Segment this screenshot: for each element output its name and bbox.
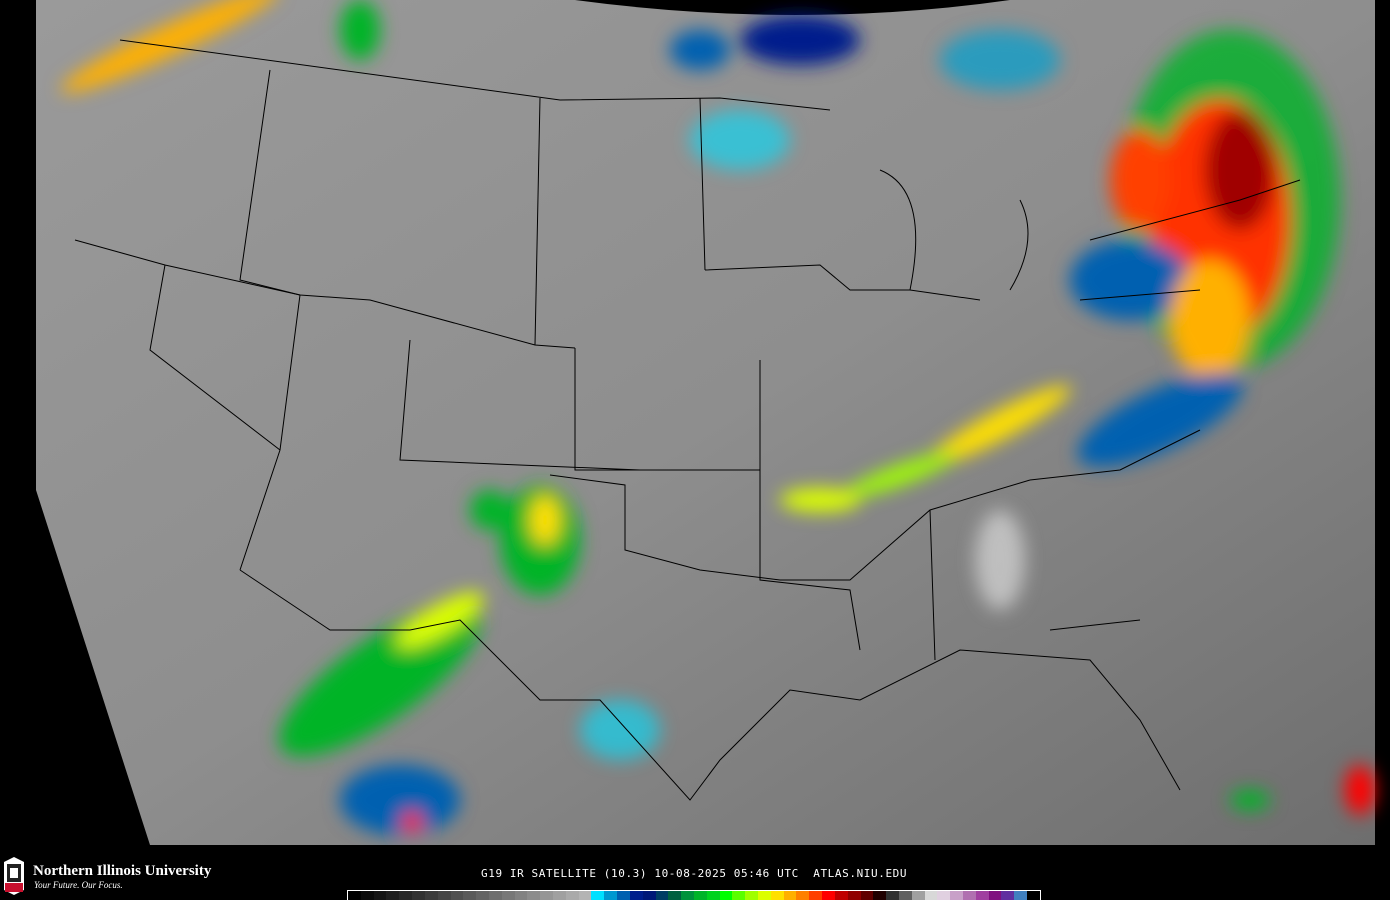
- colorbar-swatch: [604, 891, 618, 900]
- imagery-area: [36, 0, 1375, 845]
- colorbar-swatch: [745, 891, 758, 900]
- colorbar-swatch: [399, 891, 413, 900]
- colorbar-swatch: [501, 891, 515, 900]
- colorbar-swatch: [924, 891, 938, 900]
- satellite-map: [36, 0, 1375, 845]
- colorbar-swatch: [386, 891, 400, 900]
- colorbar-swatch: [783, 891, 797, 900]
- colorbar-swatch: [719, 891, 733, 900]
- product-title: G19 IR SATELLITE (10.3) 10-08-2025 05:46…: [481, 867, 908, 880]
- temperature-colorbar: [347, 890, 1041, 900]
- colorbar-swatch: [1001, 891, 1015, 900]
- colorbar-swatch: [373, 891, 387, 900]
- colorbar-swatch: [937, 891, 951, 900]
- colorbar-swatch: [668, 891, 682, 900]
- colorbar-swatch: [732, 891, 746, 900]
- colorbar-swatch: [540, 891, 553, 900]
- colorbar-swatch: [591, 891, 605, 900]
- state-boundaries: [74, 39, 1301, 801]
- university-name: Northern Illinois University: [33, 863, 212, 879]
- colorbar-swatch: [975, 891, 989, 900]
- colorbar-swatch: [360, 891, 374, 900]
- cloud-tops-cold: [61, 0, 1375, 835]
- colorbar-swatch: [1014, 891, 1028, 900]
- university-tagline: Your Future. Our Focus.: [34, 880, 123, 890]
- colorbar-swatch: [488, 891, 502, 900]
- colorbar-swatch: [988, 891, 1002, 900]
- colorbar-swatch: [553, 891, 566, 900]
- colorbar-swatch: [873, 891, 887, 900]
- colorbar-swatch: [437, 891, 451, 900]
- colorbar-swatch: [796, 891, 810, 900]
- colorbar-swatch: [706, 891, 720, 900]
- colorbar-swatch: [476, 891, 489, 900]
- colorbar-swatch: [860, 891, 874, 900]
- colorbar-swatch: [847, 891, 861, 900]
- colorbar-swatch: [809, 891, 823, 900]
- colorbar-swatch: [450, 891, 464, 900]
- colorbar-swatch: [463, 891, 477, 900]
- colorbar-swatch: [693, 891, 707, 900]
- colorbar-swatch: [514, 891, 528, 900]
- colorbar-swatch: [758, 891, 771, 900]
- colorbar-swatch: [617, 891, 630, 900]
- colorbar-swatch: [642, 891, 656, 900]
- colorbar-swatch: [629, 891, 643, 900]
- colorbar-swatch: [834, 891, 848, 900]
- colorbar-swatch: [565, 891, 579, 900]
- colorbar-swatch: [963, 891, 976, 900]
- colorbar-swatch: [911, 891, 925, 900]
- colorbar-swatch: [950, 891, 963, 900]
- colorbar-swatch: [898, 891, 912, 900]
- colorbar-swatch: [348, 891, 361, 900]
- colorbar-swatch: [770, 891, 784, 900]
- niu-logo-icon: [4, 857, 24, 895]
- colorbar-swatch: [424, 891, 438, 900]
- colorbar-swatch: [412, 891, 425, 900]
- colorbar-swatch: [655, 891, 669, 900]
- colorbar-swatch: [1027, 891, 1040, 900]
- colorbar-swatch: [886, 891, 899, 900]
- colorbar-swatch: [578, 891, 592, 900]
- colorbar-swatch: [527, 891, 541, 900]
- colorbar-swatch: [681, 891, 694, 900]
- colorbar-swatch: [822, 891, 835, 900]
